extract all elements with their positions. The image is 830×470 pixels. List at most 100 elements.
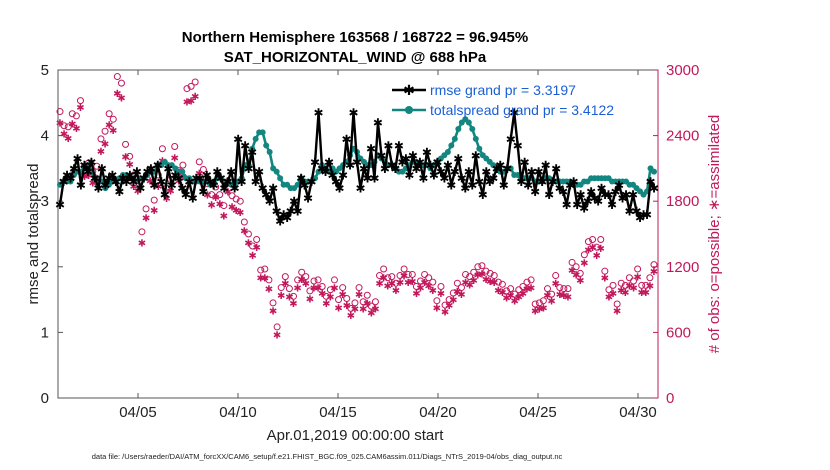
assimilated-point: ✱ [298, 275, 306, 286]
rmse-point: ✱ [104, 172, 114, 186]
assimilated-point: ✱ [457, 290, 465, 301]
assimilated-point: ✱ [404, 278, 412, 289]
totalspread-point [266, 149, 273, 155]
possible-point [478, 262, 486, 270]
rmse-point: ✱ [355, 182, 365, 196]
rmse-point: ✱ [272, 205, 282, 219]
rmse-point: ✱ [625, 205, 635, 219]
possible-point [216, 191, 224, 199]
assimilated-point: ✱ [568, 266, 576, 277]
assimilated-point: ✱ [207, 200, 215, 211]
rmse-point: ✱ [590, 191, 600, 205]
assimilated-point: ✱ [191, 92, 199, 103]
rmse-point: ✱ [334, 182, 344, 196]
rmse-point: ✱ [97, 162, 107, 176]
rmse-point: ✱ [163, 162, 173, 176]
possible-point [281, 273, 289, 281]
possible-point [367, 302, 375, 310]
rmse-point: ✱ [153, 159, 163, 173]
possible-point [527, 276, 535, 284]
assimilated-point: ✱ [289, 299, 297, 310]
possible-point [543, 285, 551, 293]
rmse-point: ✱ [188, 191, 198, 205]
possible-point [109, 115, 117, 123]
possible-point [298, 268, 306, 276]
assimilated-point: ✱ [244, 239, 252, 250]
assimilated-point: ✱ [543, 291, 551, 302]
assimilated-point: ✱ [306, 295, 314, 306]
rmse-point: ✱ [565, 178, 575, 192]
totalspread-point [448, 142, 455, 149]
possible-point [212, 183, 220, 191]
legend-rmse-label: rmse grand pr = 3.3197 [430, 82, 576, 98]
rmse-point: ✱ [296, 172, 306, 186]
rmse-point: ✱ [597, 182, 607, 196]
totalspread-point [465, 119, 472, 126]
assimilated-point: ✱ [465, 280, 473, 291]
rmse-point: ✱ [58, 175, 68, 189]
assimilated-point: ✱ [539, 303, 547, 314]
rmse-point: ✱ [397, 155, 407, 169]
rmse-point: ✱ [184, 175, 194, 189]
possible-point [249, 242, 257, 250]
assimilated-point: ✱ [195, 169, 203, 180]
possible-point [646, 274, 654, 282]
rmse-point: ✱ [569, 175, 579, 189]
rmse-point: ✱ [467, 178, 477, 192]
possible-point [630, 277, 638, 285]
y-right-tick-label: 600 [666, 324, 691, 341]
rmse-point: ✱ [523, 178, 533, 192]
assimilated-point: ✱ [252, 243, 260, 254]
rmse-point: ✱ [530, 185, 540, 199]
rmse-point: ✱ [520, 155, 530, 169]
assimilated-point: ✱ [650, 267, 658, 278]
possible-point [384, 274, 392, 282]
assimilated-point: ✱ [330, 284, 338, 295]
possible-point [474, 263, 482, 271]
rmse-point: ✱ [90, 172, 100, 186]
y-tick-label: 4 [41, 128, 49, 145]
possible-point [330, 276, 338, 284]
rmse-point: ✱ [628, 188, 638, 202]
rmse-point: ✱ [118, 172, 128, 186]
assimilated-point: ✱ [551, 279, 559, 290]
assimilated-point: ✱ [412, 289, 420, 300]
assimilated-point: ✱ [318, 289, 326, 300]
assimilated-point: ✱ [220, 211, 228, 222]
y-right-tick-label: 1200 [666, 259, 699, 276]
assimilated-point: ✱ [449, 296, 457, 307]
possible-point [593, 243, 601, 251]
assimilated-point: ✱ [150, 206, 158, 217]
possible-point [93, 162, 101, 170]
possible-point [97, 135, 105, 143]
rmse-point: ✱ [621, 188, 631, 202]
possible-point [339, 284, 347, 292]
rmse-point: ✱ [380, 162, 390, 176]
rmse-point: ✱ [300, 178, 310, 192]
assimilated-point: ✱ [392, 286, 400, 297]
rmse-point: ✱ [223, 175, 233, 189]
assimilated-point: ✱ [224, 187, 232, 198]
assimilated-point: ✱ [621, 288, 629, 299]
possible-point [433, 297, 441, 305]
x-tick-label: 04/25 [519, 404, 557, 421]
rmse-point: ✱ [314, 106, 324, 120]
possible-point [462, 270, 470, 278]
rmse-point: ✱ [604, 188, 614, 202]
rmse-point: ✱ [422, 146, 432, 160]
rmse-point: ✱ [544, 188, 554, 202]
possible-point [371, 298, 379, 306]
rmse-point: ✱ [156, 175, 166, 189]
rmse-point: ✱ [174, 172, 184, 186]
rmse-point: ✱ [191, 172, 201, 186]
rmse-point: ✱ [492, 162, 502, 176]
y-right-tick-label: 2400 [666, 128, 699, 145]
possible-point [220, 202, 228, 210]
rmse-point: ✱ [506, 132, 516, 146]
possible-point [617, 279, 625, 287]
rmse-point: ✱ [69, 162, 79, 176]
possible-point [244, 230, 252, 238]
rmse-point: ✱ [237, 175, 247, 189]
rmse-point: ✱ [411, 162, 421, 176]
possible-point [290, 292, 298, 300]
